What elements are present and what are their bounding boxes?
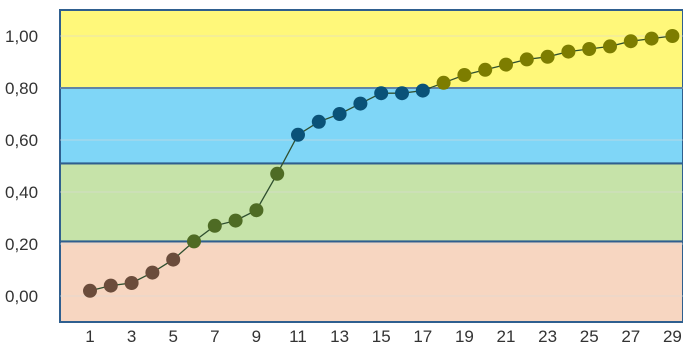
- x-tick-label: 7: [210, 327, 219, 345]
- data-point: [374, 86, 389, 101]
- data-point: [603, 39, 617, 54]
- data-point: [582, 42, 597, 56]
- data-point: [665, 29, 680, 43]
- data-point: [644, 31, 659, 46]
- data-point: [207, 218, 222, 233]
- y-tick-label: 0,80: [5, 79, 38, 98]
- band-red: [59, 240, 683, 323]
- data-point: [561, 44, 576, 59]
- x-tick-label: 25: [580, 327, 599, 345]
- x-axis: 1 3 5 7 9 11 13 15 17 19 21 23 25 27 29: [85, 327, 682, 345]
- data-point: [145, 265, 160, 280]
- data-point: [187, 234, 201, 249]
- x-tick-label: 23: [538, 327, 557, 345]
- data-point: [415, 83, 430, 98]
- y-tick-label: 1,00: [5, 27, 38, 46]
- data-point: [353, 96, 368, 111]
- data-point: [332, 107, 347, 121]
- band-blue: [59, 87, 683, 165]
- data-point: [270, 166, 285, 181]
- x-tick-label: 29: [663, 327, 682, 345]
- x-tick-label: 11: [289, 327, 307, 345]
- x-tick-label: 9: [252, 327, 261, 345]
- x-tick-label: 21: [497, 327, 516, 345]
- series-layer: [83, 29, 680, 298]
- x-tick-label: 19: [455, 327, 474, 345]
- data-point: [103, 278, 118, 293]
- grid-layer: [60, 35, 683, 297]
- x-tick-label: 17: [413, 327, 432, 345]
- data-point: [540, 49, 555, 64]
- data-point: [83, 283, 97, 298]
- x-tick-label: 3: [127, 327, 136, 345]
- data-point: [311, 114, 326, 129]
- band-yellow: [59, 9, 683, 89]
- y-tick-label: 0,00: [5, 287, 38, 306]
- y-tick-label: 0,20: [5, 235, 38, 254]
- data-point: [249, 203, 264, 218]
- y-tick-label: 0,60: [5, 131, 38, 150]
- x-tick-label: 1: [85, 327, 94, 345]
- data-point: [519, 52, 534, 67]
- x-tick-label: 13: [330, 327, 349, 345]
- data-point: [436, 75, 451, 90]
- bands-layer: [59, 9, 683, 323]
- data-point: [499, 57, 513, 72]
- data-point: [291, 127, 305, 142]
- x-tick-label: 5: [168, 327, 177, 345]
- band-green: [59, 162, 683, 243]
- data-point: [478, 62, 493, 77]
- data-point: [228, 213, 243, 228]
- x-tick-label: 15: [372, 327, 391, 345]
- data-point: [395, 86, 409, 101]
- x-tick-label: 27: [621, 327, 640, 345]
- y-tick-label: 0,40: [5, 183, 38, 202]
- data-point: [457, 68, 472, 82]
- y-axis: 0,00 0,20 0,40 0,60 0,80 1,00: [5, 27, 38, 306]
- data-point: [623, 34, 638, 49]
- data-point: [124, 276, 139, 290]
- data-point: [166, 252, 181, 267]
